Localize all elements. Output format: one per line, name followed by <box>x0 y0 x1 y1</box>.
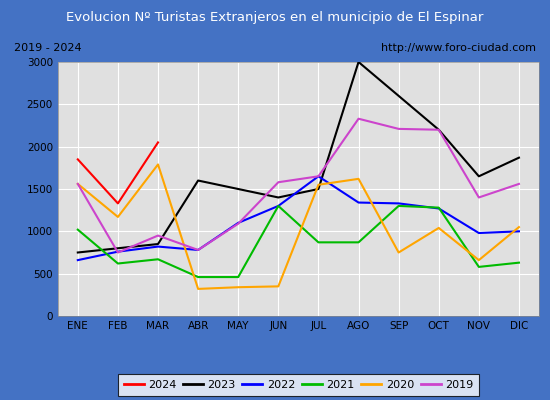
Legend: 2024, 2023, 2022, 2021, 2020, 2019: 2024, 2023, 2022, 2021, 2020, 2019 <box>118 374 479 396</box>
Text: Evolucion Nº Turistas Extranjeros en el municipio de El Espinar: Evolucion Nº Turistas Extranjeros en el … <box>67 12 483 24</box>
Text: http://www.foro-ciudad.com: http://www.foro-ciudad.com <box>381 43 536 53</box>
Text: 2019 - 2024: 2019 - 2024 <box>14 43 81 53</box>
